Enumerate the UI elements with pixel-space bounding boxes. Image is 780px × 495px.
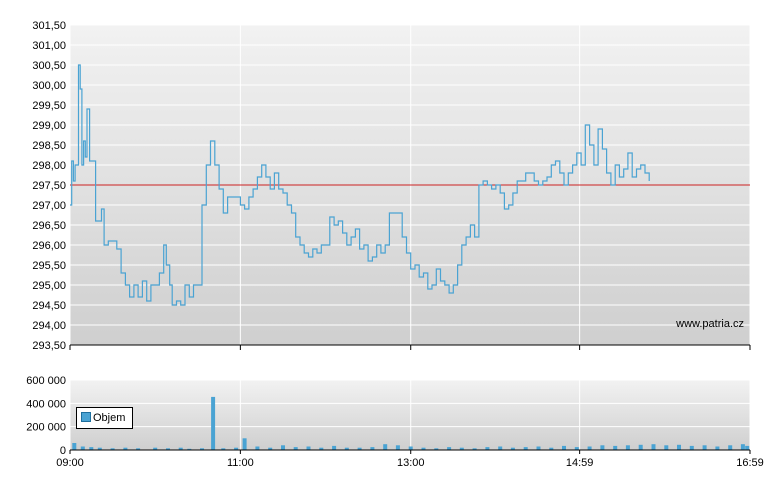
volume-x-axis: 09:00 11:00 13:00 14:59 16:59 [56, 450, 764, 469]
price-y-tick-label: 295,50 [32, 260, 66, 272]
price-y-axis: 293,50 294,00 294,50 295,00 295,50 296,00 296,… [32, 20, 66, 352]
volume-bar [728, 445, 733, 450]
volume-legend-label: Objem [93, 412, 126, 424]
price-gridlines [69, 24, 751, 350]
price-y-tick-label: 300,00 [32, 80, 66, 92]
volume-bar [178, 447, 183, 450]
volume-bar [434, 448, 439, 451]
price-line [70, 64, 650, 306]
volume-legend-swatch [81, 412, 91, 422]
volume-bar [651, 444, 656, 450]
volume-bar [123, 447, 128, 450]
watermark: www.patria.cz [675, 318, 744, 330]
price-y-tick-label: 298,00 [32, 160, 66, 172]
volume-bar [574, 447, 579, 450]
volume-bar [136, 448, 141, 451]
volume-bar [600, 445, 605, 450]
volume-bar [166, 448, 170, 451]
volume-bar [255, 446, 260, 450]
volume-bar [395, 445, 400, 450]
volume-bar [80, 446, 85, 450]
volume-bar [447, 447, 452, 450]
volume-bar [562, 445, 566, 450]
volume-bar [89, 447, 94, 450]
volume-y-tick-label: 200 000 [26, 422, 66, 434]
volume-bar [510, 447, 515, 450]
volume-bar [234, 447, 239, 450]
volume-bar [153, 447, 158, 450]
volume-bar [293, 447, 298, 450]
price-y-tick-label: 301,50 [32, 20, 66, 32]
price-y-tick-label: 297,00 [32, 200, 66, 212]
volume-bar [485, 447, 490, 450]
volume-bars [72, 396, 750, 451]
volume-bar [421, 447, 426, 450]
volume-bar [677, 444, 681, 451]
price-y-tick-label: 293,50 [32, 340, 66, 352]
price-y-tick-label: 300,50 [32, 60, 66, 72]
volume-bar [702, 445, 707, 450]
volume-bar [306, 446, 311, 450]
volume-bar [472, 448, 477, 451]
volume-bar [110, 448, 115, 451]
volume-bar [638, 444, 643, 451]
volume-bar [664, 445, 669, 450]
volume-bar [523, 447, 528, 450]
price-series [70, 64, 650, 306]
volume-bar [281, 445, 285, 450]
volume-bar [459, 447, 464, 450]
price-y-tick-label: 296,50 [32, 220, 66, 232]
x-tick-label: 11:00 [227, 457, 254, 469]
volume-bar [498, 446, 503, 450]
price-y-tick-label: 297,50 [32, 180, 66, 192]
price-y-tick-label: 301,00 [32, 40, 66, 52]
volume-bar [200, 448, 204, 451]
volume-plot-area [70, 380, 750, 450]
volume-legend: Objem [76, 407, 133, 429]
volume-bar [357, 447, 362, 450]
volume-bar [715, 446, 720, 450]
volume-bar [72, 443, 77, 450]
volume-y-axis: 0 200 000 400 000 600 000 [26, 375, 66, 457]
volume-bar [536, 446, 541, 450]
price-y-tick-label: 299,50 [32, 100, 66, 112]
price-y-tick-label: 294,00 [32, 320, 66, 332]
volume-y-tick-label: 600 000 [26, 375, 66, 387]
price-y-tick-label: 298,50 [32, 140, 66, 152]
price-y-tick-label: 295,00 [32, 280, 66, 292]
volume-bar [370, 447, 375, 450]
volume-bar [549, 447, 554, 450]
volume-bar [319, 447, 324, 450]
volume-bar [740, 444, 745, 450]
x-tick-label: 13:00 [397, 457, 425, 469]
volume-bar [211, 396, 216, 450]
volume-bar [587, 446, 592, 450]
volume-bar [383, 444, 388, 450]
volume-bar [97, 447, 102, 450]
x-tick-label: 16:59 [736, 457, 764, 469]
price-y-tick-label: 296,00 [32, 240, 66, 252]
price-y-tick-label: 299,00 [32, 120, 66, 132]
volume-bar [408, 446, 413, 450]
x-tick-label: 09:00 [56, 457, 84, 469]
volume-bar [242, 438, 247, 450]
volume-bar [268, 447, 273, 450]
volume-bar [187, 448, 192, 450]
volume-bar [344, 447, 349, 450]
volume-bar [745, 445, 750, 450]
volume-bar [689, 445, 694, 450]
x-tick-label: 14:59 [566, 457, 594, 469]
volume-bar [613, 445, 618, 450]
volume-y-tick-label: 400 000 [26, 398, 66, 410]
volume-bar [332, 445, 337, 450]
volume-bar [221, 448, 226, 451]
volume-bar [625, 445, 630, 450]
price-y-tick-label: 294,50 [32, 300, 66, 312]
volume-y-tick-label: 0 [60, 445, 66, 457]
